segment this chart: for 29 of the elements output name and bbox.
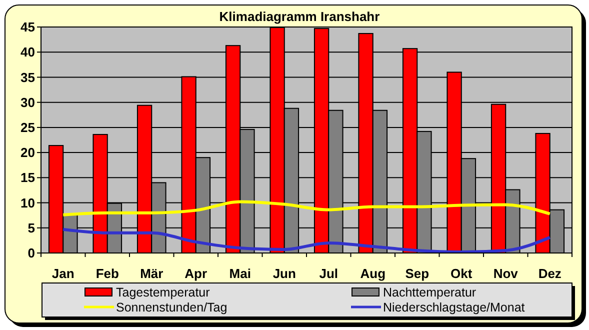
x-tick-label: Dez [538, 266, 562, 281]
x-tick-label: Nov [493, 266, 519, 281]
x-tick-label: Mai [229, 266, 251, 281]
x-tick-label: Mär [140, 266, 164, 281]
y-tick-label: 0 [28, 246, 35, 261]
x-tick-label: Aug [360, 266, 386, 281]
x-tick-label: Sep [405, 266, 430, 281]
x-tick-label: Apr [184, 266, 208, 281]
legend-label: Nachttemperatur [383, 285, 476, 300]
chart-title: Klimadiagramm Iranshahr [219, 9, 380, 24]
y-tick-label: 35 [20, 70, 35, 85]
y-tick-label: 20 [20, 145, 35, 160]
x-tick-label: Jul [319, 266, 338, 281]
y-tick-label: 45 [20, 20, 35, 35]
x-tick-label: Jun [272, 266, 296, 281]
x-tick-label: Jan [52, 266, 74, 281]
x-tick-label: Feb [96, 266, 119, 281]
y-tick-label: 30 [20, 94, 35, 110]
legend-label: Tagestemperatur [116, 285, 210, 300]
y-tick-label: 40 [20, 44, 35, 60]
x-tick-label: Okt [450, 266, 473, 281]
y-tick-label: 15 [20, 170, 35, 186]
legend-label: Sonnenstunden/Tag [116, 300, 228, 314]
y-tick-label: 10 [20, 195, 35, 210]
y-tick-label: 5 [28, 220, 35, 236]
line-series [62, 200, 552, 216]
y-tick-label: 25 [20, 120, 35, 135]
line-series [62, 228, 552, 254]
legend-label: Niederschlagstage/Monat [383, 300, 526, 314]
